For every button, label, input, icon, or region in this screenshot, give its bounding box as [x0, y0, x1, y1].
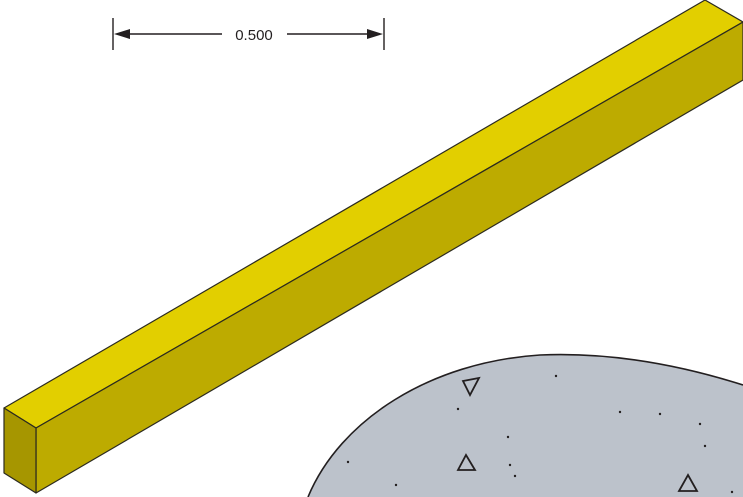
- dot-aggregate-icon: [346, 374, 734, 494]
- concrete-edge: [307, 353, 743, 497]
- concrete-section: [307, 353, 743, 497]
- triangle-aggregate-icon: [456, 453, 477, 471]
- triangle-aggregate-icon: [677, 473, 699, 492]
- rectangular-bar: [3, 0, 743, 494]
- arrow-right-icon: [367, 29, 383, 39]
- triangle-aggregate-icon: [461, 376, 481, 397]
- concrete-fill: [308, 354, 743, 497]
- arrow-left-icon: [114, 29, 130, 39]
- dimension-label: 0.500: [235, 27, 273, 44]
- dimension-annotation: 0.500: [112, 18, 385, 50]
- bar-end-face: [3, 407, 37, 494]
